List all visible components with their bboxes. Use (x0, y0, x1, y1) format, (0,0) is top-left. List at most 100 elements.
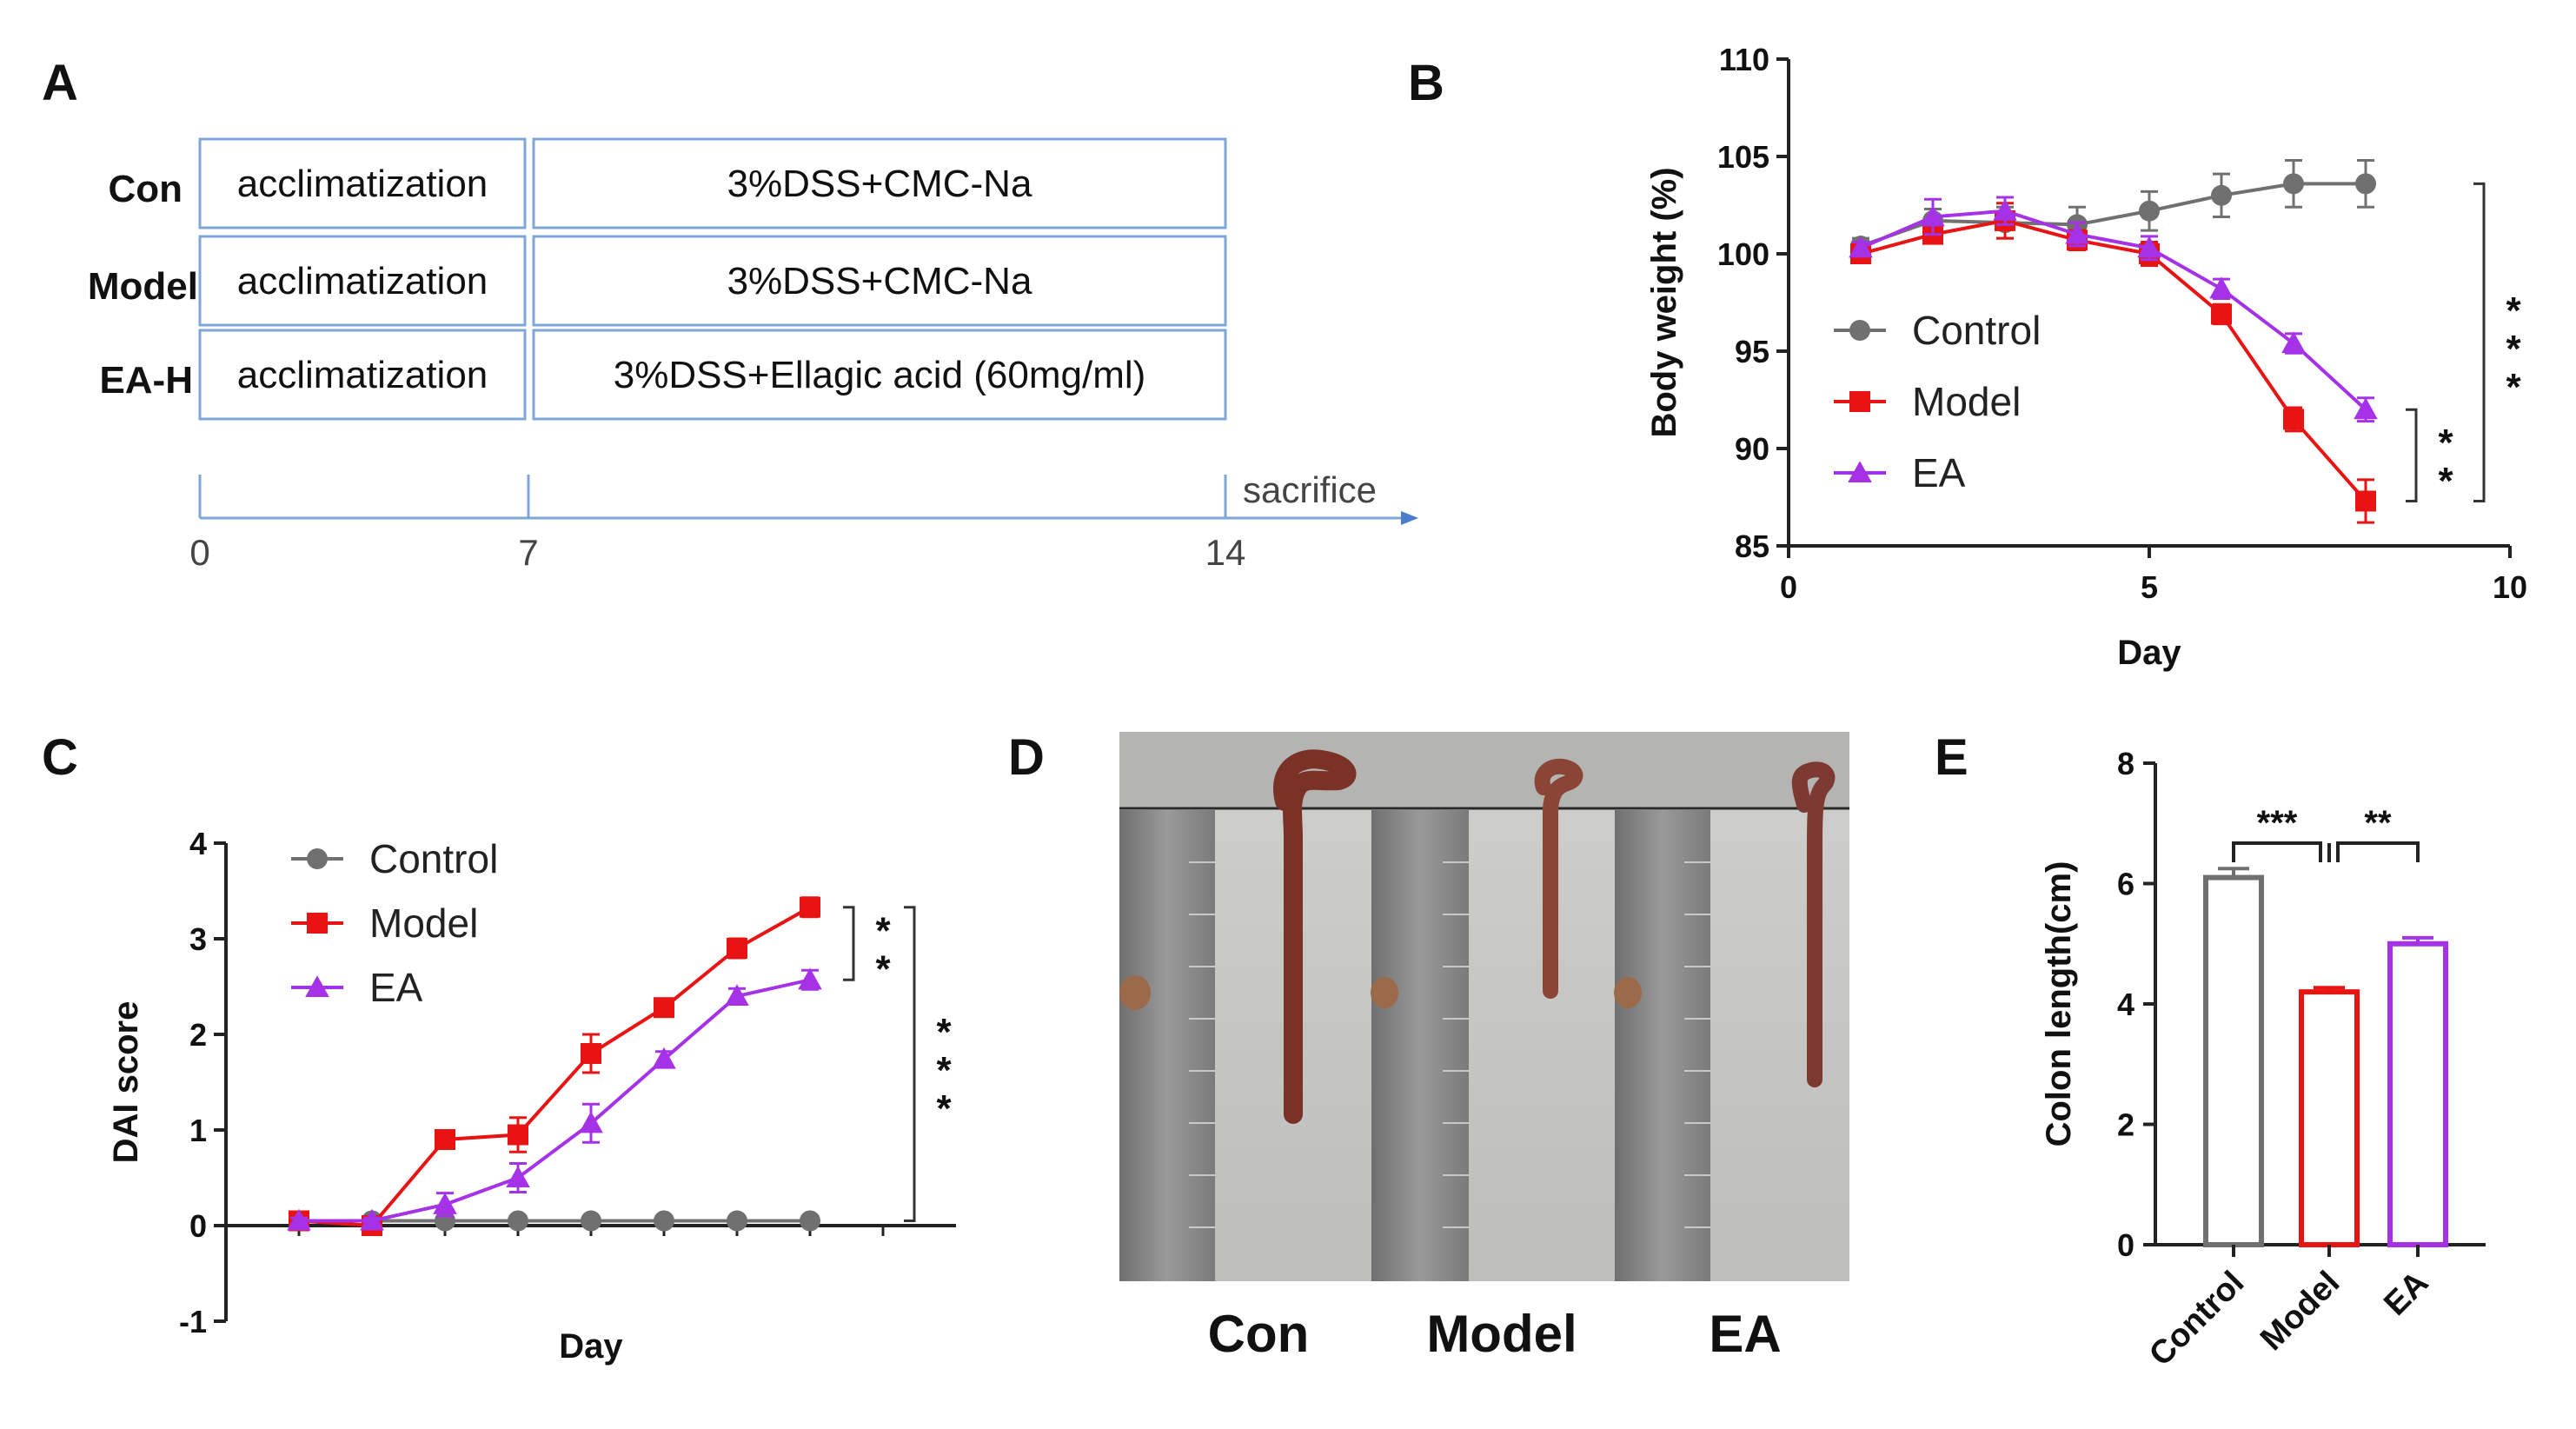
legend-marker-model (1849, 391, 1870, 412)
data-point-control (2283, 173, 2304, 195)
y-tick-label: 0 (189, 1208, 207, 1244)
schedule-group-label: Con (108, 168, 183, 210)
legend-marker-control (307, 848, 328, 869)
legend-label: Control (369, 836, 498, 881)
schedule-phase1-label: acclimatization (237, 260, 488, 302)
significance-star: * (875, 910, 891, 953)
data-point-model (2355, 490, 2376, 512)
x-tick-label: Model (2254, 1265, 2347, 1358)
schedule-row-eah: EA-H acclimatization 3%DSS+Ellagic acid … (99, 329, 1227, 421)
schedule-row-model: Model acclimatization 3%DSS+CMC-Na (88, 235, 1227, 327)
y-tick-label: -1 (179, 1304, 207, 1339)
schedule-phase2-box (532, 329, 1227, 421)
data-point-ea (798, 967, 822, 990)
significance-bracket (2473, 182, 2486, 502)
schedule-phase1-label: acclimatization (237, 163, 488, 205)
data-point-model (581, 1043, 601, 1064)
significance-bracket (2406, 408, 2418, 502)
y-tick-label: 1 (189, 1113, 207, 1148)
legend-marker-model (307, 913, 328, 934)
series-line-control (1860, 182, 2366, 248)
ruler-stain (1614, 977, 1642, 1008)
timeline-tick-label: 14 (1205, 532, 1246, 573)
bar-control (2203, 874, 2264, 1247)
significance-star: * (2438, 460, 2453, 502)
legend-label: Control (1912, 308, 2041, 353)
data-point-ea (2065, 222, 2089, 244)
data-point-control (800, 1210, 820, 1232)
y-tick-label: 4 (189, 826, 207, 861)
colon-con (1273, 749, 1357, 1124)
data-point-model (2211, 303, 2232, 325)
panel-letter-b: B (1408, 55, 1444, 111)
bar-model (2299, 989, 2360, 1247)
timeline-arrow-icon (1401, 511, 1418, 525)
significance-bracket (904, 906, 916, 1222)
series-line-ea (1860, 209, 2367, 411)
significance-star: * (936, 1011, 952, 1053)
y-tick-label: 4 (2117, 987, 2134, 1022)
ruler-con (1119, 810, 1215, 1281)
data-point-ea (506, 1166, 530, 1188)
significance-label: ** (2364, 804, 2392, 842)
legend-marker-ea (1848, 461, 1872, 483)
data-point-ea (2137, 236, 2161, 258)
legend-label: EA (1912, 450, 1966, 495)
data-point-control (727, 1210, 747, 1232)
y-tick-label: 0 (2117, 1227, 2134, 1263)
photo-label-con: Con (1207, 1305, 1310, 1363)
legend-label: Model (1912, 379, 2021, 424)
significance-bracket (843, 906, 855, 981)
significance-star: * (875, 948, 891, 991)
x-axis-label: Day (2117, 634, 2181, 672)
data-point-control (508, 1210, 528, 1232)
timeline-tick-label: 7 (518, 532, 538, 573)
data-point-ea (725, 984, 749, 1007)
legend-label: Model (369, 901, 478, 946)
data-point-model (727, 938, 747, 959)
schedule-phase1-box (198, 235, 527, 327)
data-point-control (2355, 173, 2376, 195)
schedule-phase1-box (198, 137, 527, 229)
schedule-group-label: EA-H (99, 359, 193, 402)
schedule-phase2-label: 3%DSS+CMC-Na (727, 260, 1032, 302)
y-tick-label: 8 (2117, 746, 2134, 781)
y-tick-label: 2 (2117, 1107, 2134, 1143)
x-tick-label: 5 (2141, 569, 2158, 605)
schedule-phase2-label: 3%DSS+Ellagic acid (60mg/ml) (614, 354, 1146, 396)
legend-marker-ea (305, 975, 329, 998)
y-axis-label: DAI score (107, 1001, 145, 1164)
schedule-group-label: Model (88, 265, 198, 308)
data-point-ea (579, 1111, 603, 1133)
y-tick-label: 100 (1717, 236, 1769, 272)
timeline: 0 7 14 sacrifice (189, 469, 1418, 573)
y-tick-label: 85 (1735, 528, 1769, 564)
schedule-phase2-box (532, 235, 1227, 327)
data-point-model (800, 896, 820, 918)
photo-top-strip (1119, 732, 1849, 808)
significance-label: *** (2257, 804, 2298, 842)
legend-marker-control (1849, 320, 1870, 341)
data-point-ea (1849, 236, 1873, 258)
schedule-phase2-box (532, 137, 1227, 229)
data-point-ea (360, 1208, 384, 1231)
timeline-sacrifice-label: sacrifice (1243, 469, 1377, 510)
significance-bracket (2336, 841, 2420, 862)
y-axis-label: Body weight (%) (1645, 167, 1683, 437)
significance-star: * (2506, 328, 2521, 370)
significance-star: * (2506, 289, 2521, 332)
significance-bracket (2232, 841, 2322, 862)
significance-star: * (936, 1049, 952, 1092)
body-weight-chart: 85 90 95 100 105 110 0 5 10 Day Body weight (%) Con… (1645, 42, 2527, 672)
data-point-control (654, 1210, 674, 1232)
y-tick-label: 3 (189, 921, 207, 957)
bar-ea (2387, 940, 2448, 1247)
x-tick-label: 0 (1780, 569, 1797, 605)
significance-star: * (2438, 422, 2453, 464)
panel-letter-d: D (1008, 729, 1045, 786)
y-tick-label: 90 (1735, 431, 1769, 467)
ruler-model (1371, 810, 1469, 1281)
y-tick-label: 110 (1719, 42, 1769, 77)
y-tick-label: 105 (1717, 139, 1769, 175)
